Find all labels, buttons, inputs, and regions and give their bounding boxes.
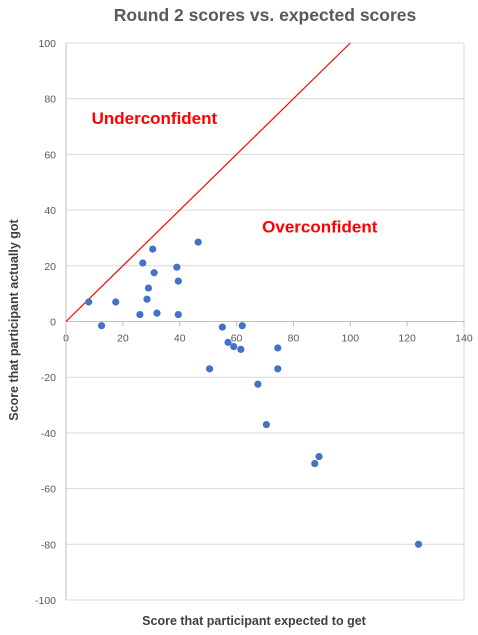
data-point — [143, 295, 151, 303]
data-point — [237, 345, 245, 353]
data-points — [85, 238, 423, 548]
data-point — [174, 310, 182, 319]
data-point — [414, 540, 423, 548]
x-tick-label: 100 — [342, 333, 360, 345]
y-tick-labels: -100 -80 -60 -40 -20 0 20 40 60 80 100 — [35, 38, 56, 607]
data-point — [97, 322, 106, 330]
y-tick-label: -40 — [41, 428, 56, 440]
y-tick-label: 100 — [38, 38, 56, 50]
data-point — [136, 310, 144, 319]
data-point — [274, 365, 282, 373]
data-point — [230, 342, 238, 351]
x-tick-label: 20 — [117, 333, 129, 345]
y-tick-label: -60 — [41, 484, 56, 496]
reference-line — [65, 42, 351, 322]
data-point — [254, 380, 262, 388]
x-axis-title: Score that participant expected to get — [142, 614, 366, 628]
data-point — [174, 277, 182, 285]
data-point — [85, 298, 93, 306]
y-tick-label: 40 — [44, 205, 56, 217]
x-tick-label: 120 — [398, 333, 416, 345]
chart-title: Round 2 scores vs. expected scores — [114, 5, 417, 25]
data-point — [224, 338, 232, 346]
data-point — [238, 322, 246, 330]
data-point — [112, 298, 120, 306]
data-point — [205, 365, 214, 373]
y-tick-label: 0 — [50, 317, 56, 329]
data-point — [218, 323, 226, 331]
data-point — [173, 263, 181, 271]
data-point — [311, 459, 319, 468]
x-tick-label: 140 — [455, 333, 473, 345]
y-tick-label: -80 — [41, 539, 56, 551]
data-point — [153, 309, 161, 317]
data-point — [149, 245, 157, 253]
data-point — [139, 259, 147, 267]
y-tick-label: -100 — [35, 595, 56, 607]
x-tick-label: 40 — [174, 333, 186, 345]
y-tick-label: -20 — [41, 372, 56, 384]
y-axis-title: Score that participant actually got — [7, 218, 21, 420]
data-point — [262, 420, 271, 429]
y-tick-label: 60 — [44, 149, 56, 161]
y-tick-label: 80 — [44, 94, 56, 106]
data-point — [315, 452, 323, 461]
data-point — [150, 269, 158, 277]
annotation-overconfident: Overconfident — [262, 217, 378, 236]
annotation-underconfident: Underconfident — [92, 109, 218, 128]
data-point — [274, 344, 282, 352]
y-tick-label: 20 — [44, 261, 56, 273]
gridlines — [65, 42, 465, 601]
x-tick-label: 80 — [288, 333, 300, 345]
data-point — [144, 284, 153, 292]
x-tick-label: 60 — [231, 333, 243, 345]
data-point — [194, 238, 202, 246]
